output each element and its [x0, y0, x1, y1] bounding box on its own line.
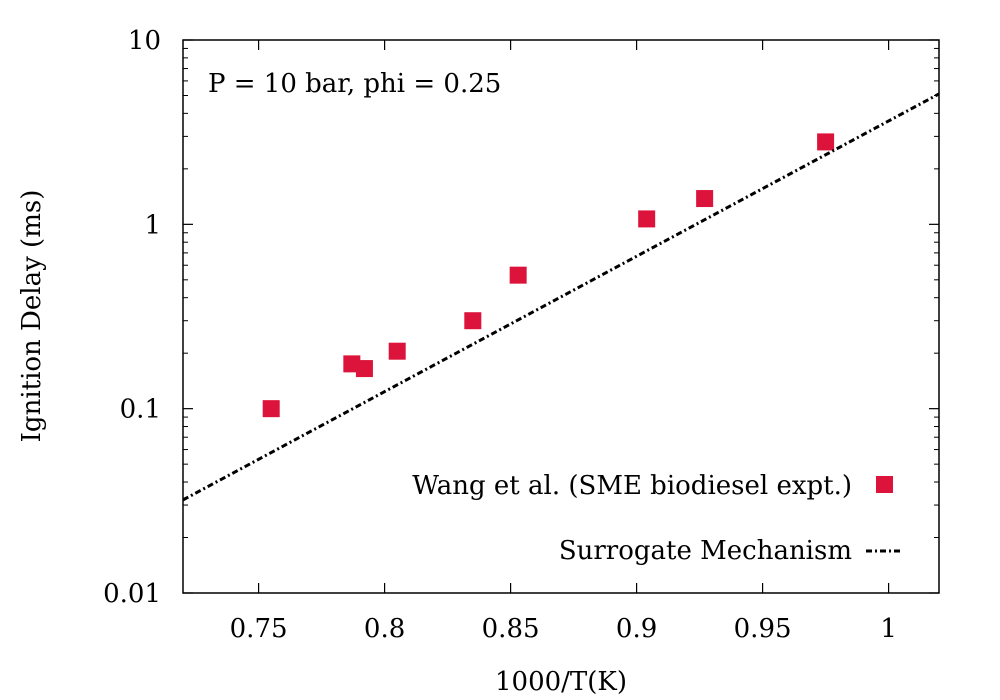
- data-point-wang-2: [355, 360, 373, 378]
- legend: Wang et al. (SME biodiesel expt.) Surrog…: [412, 471, 902, 566]
- legend-label-surrogate: Surrogate Mechanism: [559, 536, 852, 566]
- data-point-wang-5: [509, 266, 527, 284]
- plot-data: [183, 92, 939, 502]
- x-axis-title: 1000/T(K): [495, 667, 627, 697]
- axis-ticks: [183, 39, 939, 594]
- x-tick-label: 0.9: [616, 614, 657, 644]
- data-point-wang-4: [464, 312, 482, 330]
- y-tick-label: 10: [128, 26, 161, 56]
- data-point-wang-6: [638, 210, 656, 228]
- x-tick-label: 0.95: [734, 614, 792, 644]
- data-point-wang-8: [817, 133, 835, 151]
- series-line-surrogate-mechanism: [183, 92, 939, 502]
- annotation-conditions: P = 10 bar, phi = 0.25: [208, 69, 501, 99]
- data-point-wang-7: [696, 190, 714, 208]
- y-tick-label: 0.1: [120, 395, 161, 425]
- data-point-wang-3: [388, 342, 406, 360]
- x-tick-label: 1: [880, 614, 897, 644]
- y-tick-labels: 0.01 0.1 1 10: [103, 26, 161, 609]
- x-tick-labels: 0.75 0.8 0.85 0.9 0.95 1: [230, 614, 897, 644]
- y-tick-label: 1: [144, 210, 161, 240]
- data-point-wang-0: [262, 400, 280, 418]
- y-tick-label: 0.01: [103, 579, 161, 609]
- y-axis-title: Ignition Delay (ms): [17, 190, 47, 443]
- legend-marker-square: [876, 476, 893, 493]
- x-tick-label: 0.8: [364, 614, 405, 644]
- legend-label-wang: Wang et al. (SME biodiesel expt.): [412, 471, 852, 501]
- x-tick-label: 0.75: [230, 614, 288, 644]
- x-tick-label: 0.85: [482, 614, 540, 644]
- plot-frame: [182, 39, 940, 594]
